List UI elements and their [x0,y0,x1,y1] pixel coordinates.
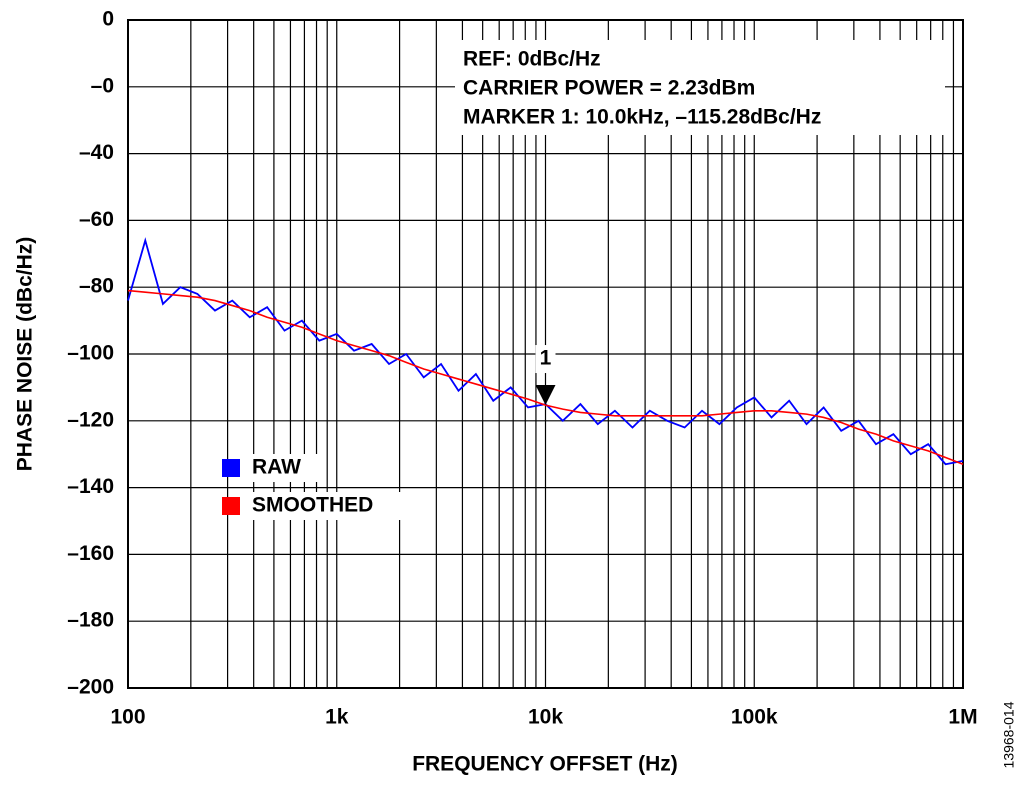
legend-label-background [246,492,416,520]
y-tick-label: –200 [67,676,114,699]
legend-swatch [222,497,240,515]
y-axis-label: PHASE NOISE (dBc/Hz) [14,237,37,472]
legend-label: SMOOTHED [252,494,373,517]
y-tick-label: –80 [79,275,114,298]
y-tick-label: –140 [67,475,114,498]
x-tick-label: 1M [948,706,977,729]
legend-label-background [246,454,321,482]
x-tick-label: 100 [110,706,145,729]
x-tick-label: 100k [731,706,778,729]
annotation: CARRIER POWER = 2.23dBm [463,77,755,100]
marker-triangle [535,385,556,406]
y-tick-label: –180 [67,609,114,632]
marker-label: 1 [540,347,552,370]
legend-swatch [222,459,240,477]
annotation: REF: 0dBc/Hz [463,48,601,71]
annotation-background [455,40,945,135]
y-tick-label: –120 [67,408,114,431]
x-axis-label: FREQUENCY OFFSET (Hz) [412,753,678,776]
series-line [127,289,964,465]
figure-id: 13968-014 [1001,701,1017,768]
plot-frame [127,19,964,689]
y-tick-label: –0 [91,74,114,97]
marker-label-background [535,345,556,374]
annotation: MARKER 1: 10.0kHz, –115.28dBc/Hz [463,106,821,129]
legend-label: RAW [252,456,301,479]
y-tick-label: 0 [102,8,114,31]
y-tick-label: –40 [79,141,114,164]
y-tick-label: –60 [79,208,114,231]
x-tick-label: 1k [325,706,349,729]
y-tick-label: –160 [67,542,114,565]
y-tick-label: –100 [67,342,114,365]
x-tick-label: 10k [528,706,563,729]
